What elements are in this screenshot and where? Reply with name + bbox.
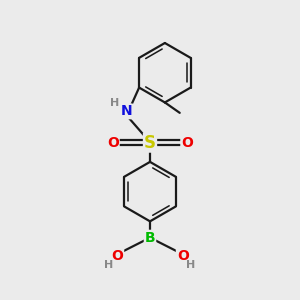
Text: H: H [110, 98, 120, 108]
Text: H: H [186, 260, 196, 270]
Text: S: S [144, 134, 156, 152]
Text: B: B [145, 231, 155, 245]
Text: O: O [107, 136, 119, 150]
Text: H: H [104, 260, 114, 270]
Text: N: N [120, 104, 132, 118]
Text: O: O [181, 136, 193, 150]
Text: O: O [111, 248, 123, 262]
Text: O: O [177, 248, 189, 262]
